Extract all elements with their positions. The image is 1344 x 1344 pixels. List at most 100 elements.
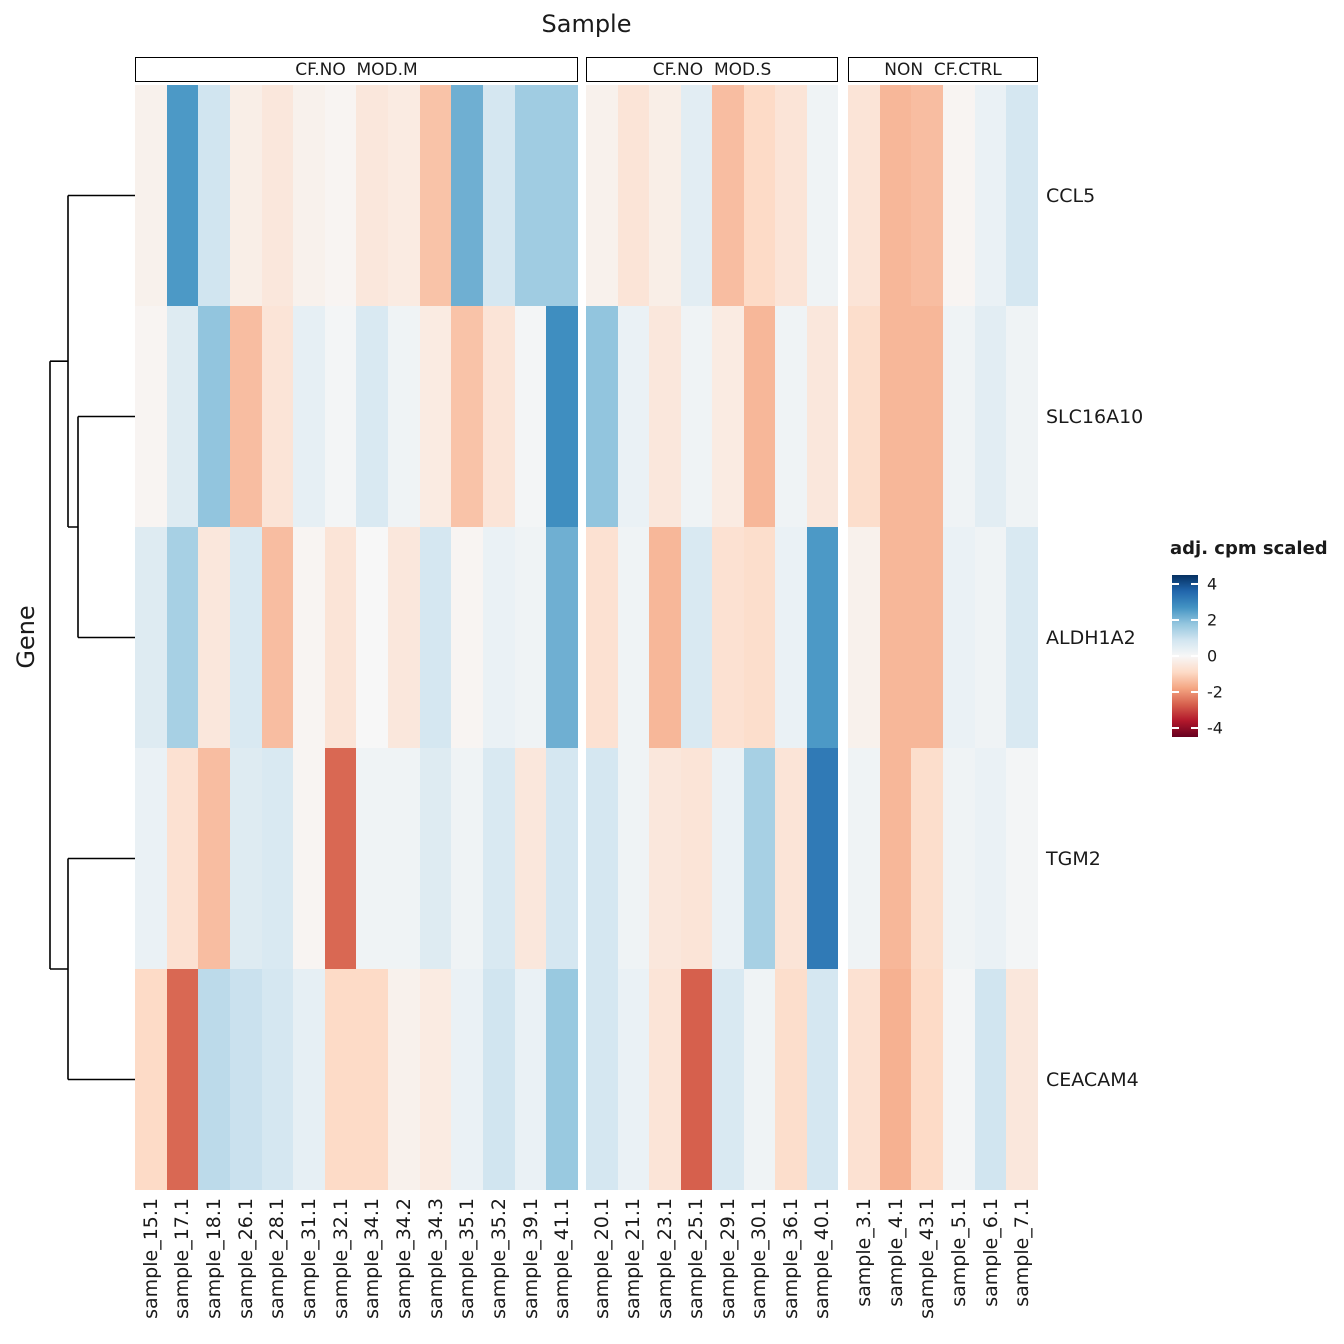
- heatmap-cell: [806, 527, 838, 748]
- heatmap-cell: [879, 306, 912, 527]
- heatmap-cell: [649, 969, 681, 1190]
- heatmap-panel: [135, 85, 578, 1190]
- heatmap-cell: [1006, 527, 1038, 748]
- heatmap-cell: [229, 748, 262, 969]
- x-tick-label: sample_36.1: [779, 1198, 802, 1319]
- heatmap-cell: [388, 306, 420, 527]
- heatmap-cell: [229, 969, 262, 1190]
- column-group-label: CF.NO MOD.S: [652, 59, 772, 80]
- heatmap-cell: [546, 527, 578, 748]
- heatmap-cell: [775, 85, 807, 306]
- legend-tick-mark: [1172, 691, 1179, 693]
- heatmap-cell: [743, 306, 775, 527]
- heatmap-cell: [848, 969, 880, 1190]
- heatmap-cell: [293, 969, 325, 1190]
- heatmap-cell: [743, 969, 775, 1190]
- legend-tick-mark: [1191, 619, 1198, 621]
- x-tick-label: sample_21.1: [622, 1198, 645, 1319]
- row-label-aldh1a2: ALDH1A2: [1046, 626, 1136, 649]
- heatmap-cell: [879, 969, 912, 1190]
- heatmap-cell: [135, 527, 167, 748]
- heatmap-cell: [743, 85, 775, 306]
- heatmap-cell: [166, 748, 199, 969]
- heatmap-cell: [451, 969, 484, 1190]
- x-tick-label: sample_34.3: [424, 1198, 447, 1319]
- heatmap-cell: [166, 85, 199, 306]
- heatmap-cell: [324, 748, 357, 969]
- legend-tick-mark: [1172, 655, 1179, 657]
- heatmap-cell: [293, 527, 325, 748]
- heatmap-cell: [419, 306, 452, 527]
- heatmap-cell: [680, 85, 712, 306]
- heatmap-cell: [586, 306, 618, 527]
- x-tick-label: sample_20.1: [590, 1198, 613, 1319]
- heatmap-cell: [229, 306, 262, 527]
- x-tick-label: sample_30.1: [748, 1198, 771, 1319]
- heatmap-cell: [586, 969, 618, 1190]
- heatmap-cell: [546, 969, 578, 1190]
- heatmap-cell: [617, 85, 649, 306]
- x-tick-label: sample_25.1: [685, 1198, 708, 1319]
- heatmap-cell: [166, 306, 199, 527]
- x-tick-label: sample_31.1: [298, 1198, 321, 1319]
- heatmap-cell: [388, 969, 420, 1190]
- legend-tick-mark: [1191, 727, 1198, 729]
- heatmap-cell: [514, 969, 547, 1190]
- heatmap-cell: [483, 527, 515, 748]
- legend-tick-mark: [1172, 727, 1179, 729]
- legend-tick-mark: [1172, 583, 1179, 585]
- heatmap-cell: [1006, 85, 1038, 306]
- heatmap-cell: [617, 969, 649, 1190]
- x-tick-label: sample_15.1: [139, 1198, 162, 1319]
- heatmap-cell: [388, 85, 420, 306]
- row-label-ceacam4: CEACAM4: [1046, 1068, 1139, 1091]
- heatmap-cell: [483, 969, 515, 1190]
- legend-tick-mark: [1172, 619, 1179, 621]
- heatmap-cell: [388, 527, 420, 748]
- heatmap-cell: [135, 85, 167, 306]
- heatmap-cell: [514, 306, 547, 527]
- heatmap-cell: [942, 85, 975, 306]
- legend-tick-mark: [1191, 691, 1198, 693]
- heatmap-cell: [324, 306, 357, 527]
- x-tick-label: sample_43.1: [916, 1198, 939, 1319]
- x-tick-label: sample_35.1: [456, 1198, 479, 1319]
- heatmap-cell: [135, 969, 167, 1190]
- heatmap-cell: [712, 85, 744, 306]
- heatmap-cell: [712, 527, 744, 748]
- column-group-header-modm: CF.NO MOD.M: [135, 57, 578, 82]
- heatmap-cell: [848, 306, 880, 527]
- heatmap-cell: [546, 306, 578, 527]
- heatmap-cell: [261, 85, 294, 306]
- heatmap-cell: [680, 306, 712, 527]
- heatmap-cell: [743, 748, 775, 969]
- column-group-header-ctrl: NON CF.CTRL: [848, 57, 1038, 82]
- y-axis-title: Gene: [12, 605, 40, 669]
- heatmap-cell: [514, 748, 547, 969]
- x-tick-label: sample_39.1: [519, 1198, 542, 1319]
- heatmap-cell: [135, 306, 167, 527]
- heatmap-cell: [198, 306, 230, 527]
- heatmap-cell: [229, 85, 262, 306]
- heatmap-cell: [451, 306, 484, 527]
- plot-title: Sample: [541, 10, 632, 38]
- legend-tick-mark: [1191, 583, 1198, 585]
- heatmap-panel: [586, 85, 838, 1190]
- x-tick-label: sample_23.1: [653, 1198, 676, 1319]
- heatmap-cell: [974, 748, 1007, 969]
- heatmap-cell: [712, 969, 744, 1190]
- heatmap-cell: [1006, 748, 1038, 969]
- heatmap-cell: [649, 527, 681, 748]
- heatmap-cell: [649, 748, 681, 969]
- heatmap-cell: [451, 85, 484, 306]
- heatmap-cell: [198, 969, 230, 1190]
- heatmap-cell: [451, 748, 484, 969]
- x-tick-label: sample_18.1: [203, 1198, 226, 1319]
- heatmap-cell: [1006, 306, 1038, 527]
- x-tick-label: sample_4.1: [884, 1198, 907, 1307]
- heatmap-cell: [806, 969, 838, 1190]
- x-tick-label: sample_34.1: [361, 1198, 384, 1319]
- heatmap-cell: [879, 748, 912, 969]
- column-group-label: CF.NO MOD.M: [295, 59, 418, 80]
